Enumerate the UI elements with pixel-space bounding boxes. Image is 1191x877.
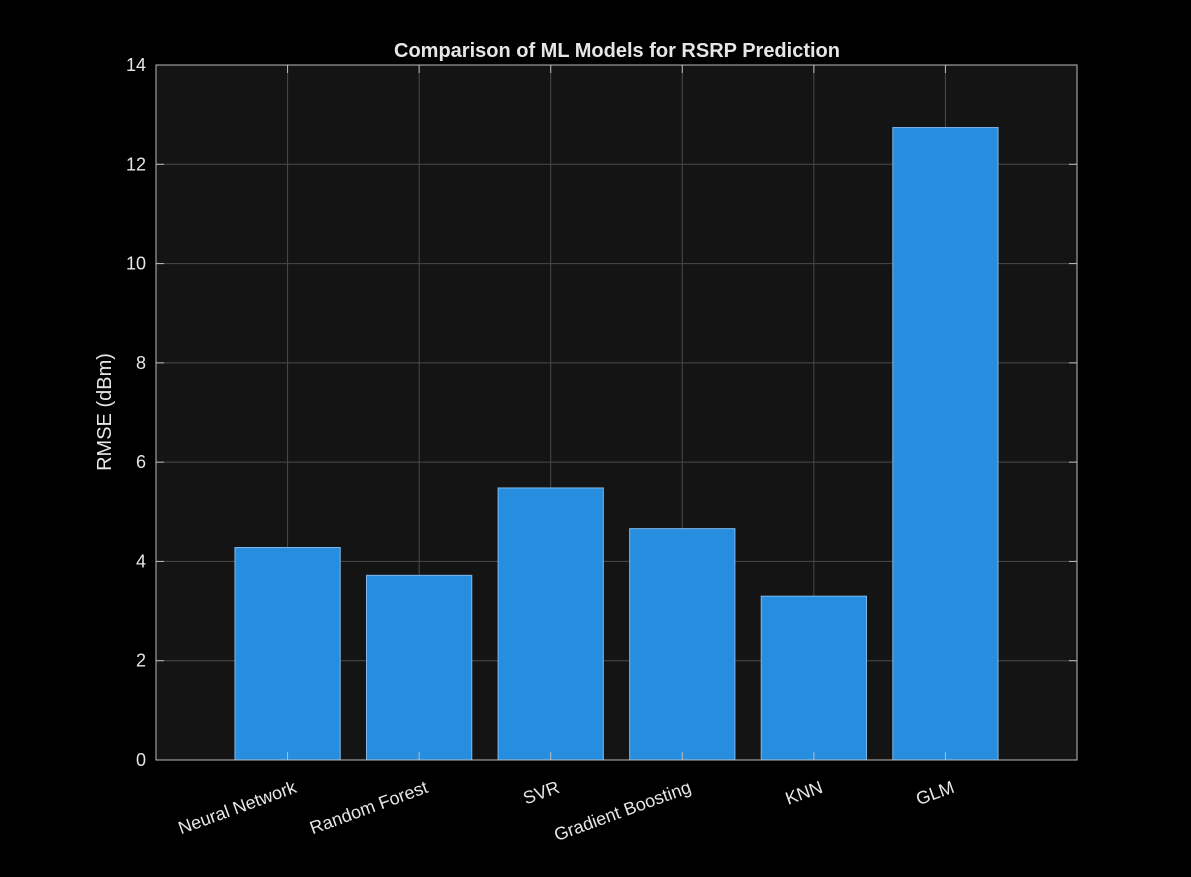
bar-neural-network bbox=[234, 547, 341, 761]
y-axis-label: RMSE (dBm) bbox=[94, 353, 116, 471]
y-tick-label: 12 bbox=[126, 154, 146, 174]
bar-knn bbox=[760, 595, 867, 761]
y-tick-label: 8 bbox=[136, 353, 146, 373]
y-tick-label: 2 bbox=[136, 651, 146, 671]
bar-svr bbox=[497, 487, 604, 761]
x-tick-label: GLM bbox=[913, 777, 957, 809]
x-tick-label: SVR bbox=[520, 777, 562, 808]
y-tick-label: 6 bbox=[136, 452, 146, 472]
y-tick-label: 0 bbox=[136, 750, 146, 770]
x-tick-label: Random Forest bbox=[307, 777, 430, 838]
chart-title: Comparison of ML Models for RSRP Predict… bbox=[394, 40, 840, 62]
x-tick-label: KNN bbox=[783, 777, 826, 809]
x-tick-label: Neural Network bbox=[176, 777, 300, 839]
y-tick-label: 14 bbox=[126, 55, 146, 75]
y-tick-label: 4 bbox=[136, 551, 146, 571]
y-tick-label: 10 bbox=[126, 254, 146, 274]
x-tick-label: Gradient Boosting bbox=[551, 777, 693, 845]
bar-glm bbox=[892, 127, 999, 761]
y-tick-labels: 0 2 4 6 8 10 12 14 bbox=[126, 55, 146, 770]
axis-ticks bbox=[156, 64, 1077, 761]
bars bbox=[234, 127, 999, 761]
bar-random-forest bbox=[366, 574, 473, 761]
bar-gradient-boosting bbox=[629, 528, 736, 761]
axes-frame bbox=[155, 64, 1078, 761]
